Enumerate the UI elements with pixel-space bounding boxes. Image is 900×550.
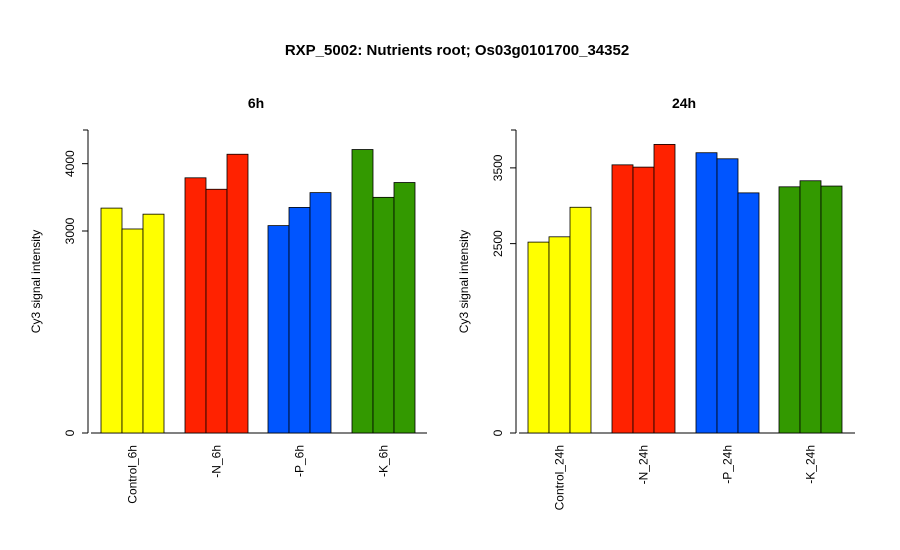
bar — [184, 177, 207, 434]
bar — [569, 206, 592, 434]
figure-title: RXP_5002: Nutrients root; Os03g0101700_3… — [285, 42, 629, 59]
bar — [778, 186, 801, 434]
bar — [351, 149, 374, 434]
bar — [372, 196, 395, 434]
bar — [267, 225, 290, 434]
x-tick-label: -K_24h — [804, 445, 818, 484]
bar — [121, 228, 144, 434]
bar — [632, 166, 655, 434]
x-tick-label: -P_6h — [293, 445, 307, 477]
x-tick-label: Control_6h — [126, 445, 140, 504]
x-tick-label: Control_24h — [553, 445, 567, 510]
panels: 6h 0 3000 4000 Cy3 signal intensity Control_6… — [29, 95, 855, 510]
bar — [527, 241, 550, 434]
x-tick-label: -P_24h — [721, 445, 735, 484]
bar — [611, 164, 634, 434]
y-tick-label: 3500 — [491, 154, 505, 181]
bar — [142, 213, 165, 434]
bar — [393, 182, 416, 434]
bar — [799, 180, 822, 434]
bar — [309, 192, 332, 434]
y-axis-label: Cy3 signal intensity — [29, 230, 43, 333]
bar — [226, 153, 249, 434]
y-tick-label: 3000 — [63, 217, 77, 244]
bar — [653, 143, 676, 434]
bar — [205, 188, 228, 434]
x-tick-label: -N_24h — [637, 445, 651, 484]
bar — [737, 192, 760, 434]
chart-panel-2: 24h 0 2500 3500 Cy3 signal intensity Control_… — [457, 95, 855, 510]
panel-title: 24h — [672, 95, 696, 111]
x-tick-label: -N_6h — [210, 445, 224, 478]
y-tick-label: 0 — [491, 429, 505, 436]
panel-title: 6h — [248, 95, 264, 111]
bar — [820, 185, 843, 434]
bar — [695, 152, 718, 434]
x-tick-label: -K_6h — [377, 445, 391, 477]
bar — [548, 236, 571, 434]
y-tick-label: 4000 — [63, 150, 77, 177]
chart-panel-1: 6h 0 3000 4000 Cy3 signal intensity Control_6… — [29, 95, 427, 504]
bar — [716, 158, 739, 434]
bar — [100, 207, 123, 434]
y-axis-label: Cy3 signal intensity — [457, 230, 471, 333]
y-tick-label: 2500 — [491, 230, 505, 257]
y-tick-label: 0 — [63, 429, 77, 436]
bar — [288, 207, 311, 434]
